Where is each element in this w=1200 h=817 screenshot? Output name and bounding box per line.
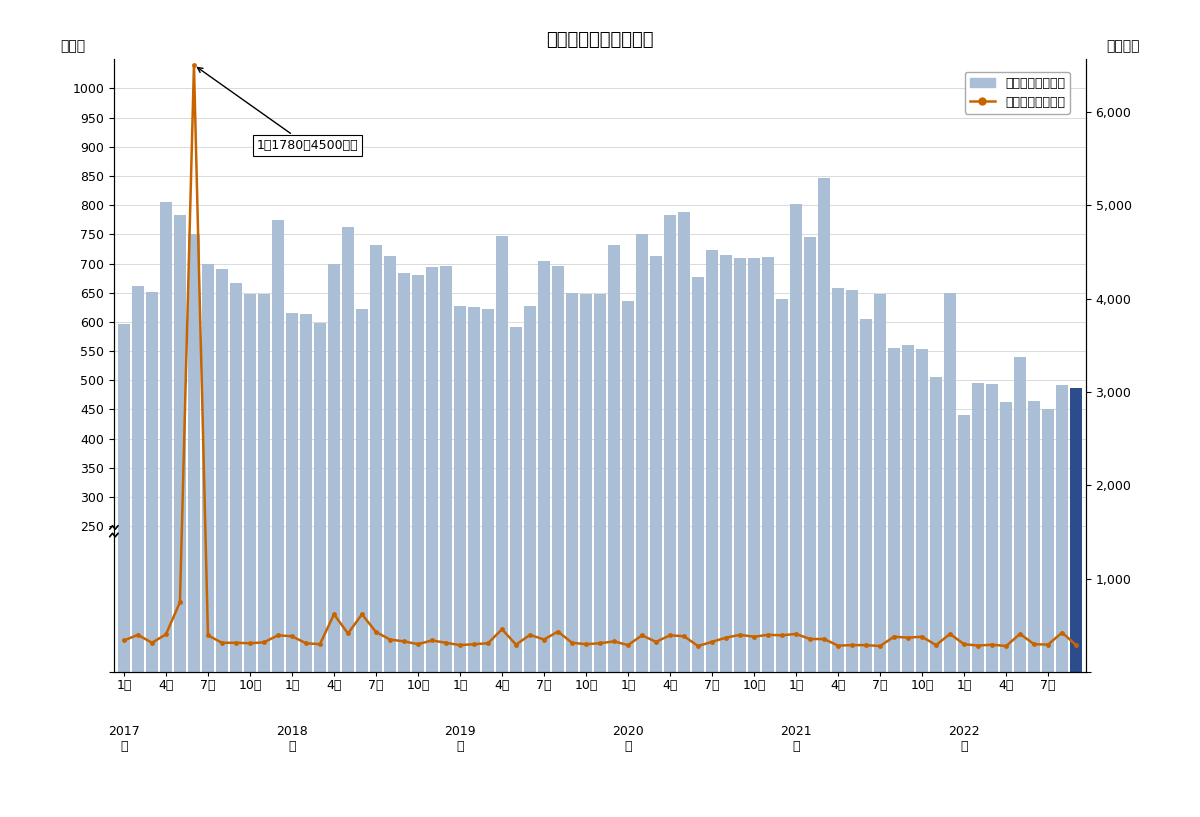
Bar [510, 327, 522, 672]
Bar [846, 290, 858, 672]
Bar [370, 245, 382, 672]
Text: （件）: （件） [61, 39, 86, 53]
Bar [706, 250, 718, 672]
Bar [1070, 388, 1082, 672]
Legend: 倒産件数（左軸）, 負債総額（右軸）: 倒産件数（左軸）, 負債総額（右軸） [965, 72, 1070, 114]
Bar [664, 215, 676, 672]
Bar [188, 234, 200, 672]
Bar [790, 204, 802, 672]
Text: 2017
年: 2017 年 [108, 725, 140, 753]
Bar [636, 234, 648, 672]
Bar [692, 277, 704, 672]
Bar [1014, 357, 1026, 672]
Bar [384, 256, 396, 672]
Bar [874, 294, 886, 672]
Bar [916, 350, 928, 672]
Bar [1000, 403, 1012, 672]
Bar [888, 347, 900, 672]
Bar [524, 306, 536, 672]
Bar [972, 383, 984, 672]
Bar [314, 323, 326, 672]
Bar [566, 292, 578, 672]
Bar [216, 270, 228, 672]
Bar [258, 294, 270, 672]
Bar [734, 257, 746, 672]
Bar [1028, 401, 1040, 672]
Bar [930, 377, 942, 672]
Bar [328, 264, 340, 672]
Bar [552, 266, 564, 672]
Bar [818, 178, 830, 672]
Bar [272, 220, 284, 672]
Bar [174, 215, 186, 672]
Bar [454, 306, 466, 672]
Bar [720, 256, 732, 672]
Bar [580, 294, 592, 672]
Bar [958, 415, 970, 672]
Bar [342, 227, 354, 672]
Bar [244, 294, 256, 672]
Bar [398, 274, 410, 672]
Text: 2020
年: 2020 年 [612, 725, 644, 753]
Text: 1兆1780億4500万円: 1兆1780億4500万円 [198, 68, 359, 152]
Bar [118, 324, 130, 672]
Bar [776, 298, 788, 672]
Bar [146, 292, 158, 672]
Bar [748, 257, 760, 672]
Bar [482, 309, 494, 672]
Bar [538, 261, 550, 672]
Bar [804, 237, 816, 672]
Bar [944, 292, 956, 672]
Bar [986, 384, 998, 672]
Bar [440, 266, 452, 672]
Bar [1056, 385, 1068, 672]
Text: 2018
年: 2018 年 [276, 725, 308, 753]
Text: 2019
年: 2019 年 [444, 725, 475, 753]
Bar [1042, 409, 1054, 672]
Bar [286, 313, 298, 672]
Text: 2022
年: 2022 年 [948, 725, 980, 753]
Bar [608, 245, 620, 672]
Bar [132, 286, 144, 672]
Text: （億円）: （億円） [1105, 39, 1139, 53]
Bar [832, 288, 844, 672]
Bar [902, 346, 914, 672]
Title: 件数・負債総額の推移: 件数・負債総額の推移 [546, 31, 654, 49]
Bar [496, 235, 508, 672]
Bar [762, 257, 774, 672]
Bar [860, 319, 872, 672]
Bar [202, 264, 214, 672]
Bar [622, 301, 634, 672]
Bar [160, 202, 172, 672]
Bar [300, 315, 312, 672]
Text: 2021
年: 2021 年 [780, 725, 812, 753]
Bar [678, 212, 690, 672]
Bar [356, 309, 368, 672]
Bar [468, 307, 480, 672]
Bar [594, 294, 606, 672]
Bar [230, 283, 242, 672]
Bar [412, 275, 424, 672]
Bar [426, 267, 438, 672]
Bar [650, 256, 662, 672]
